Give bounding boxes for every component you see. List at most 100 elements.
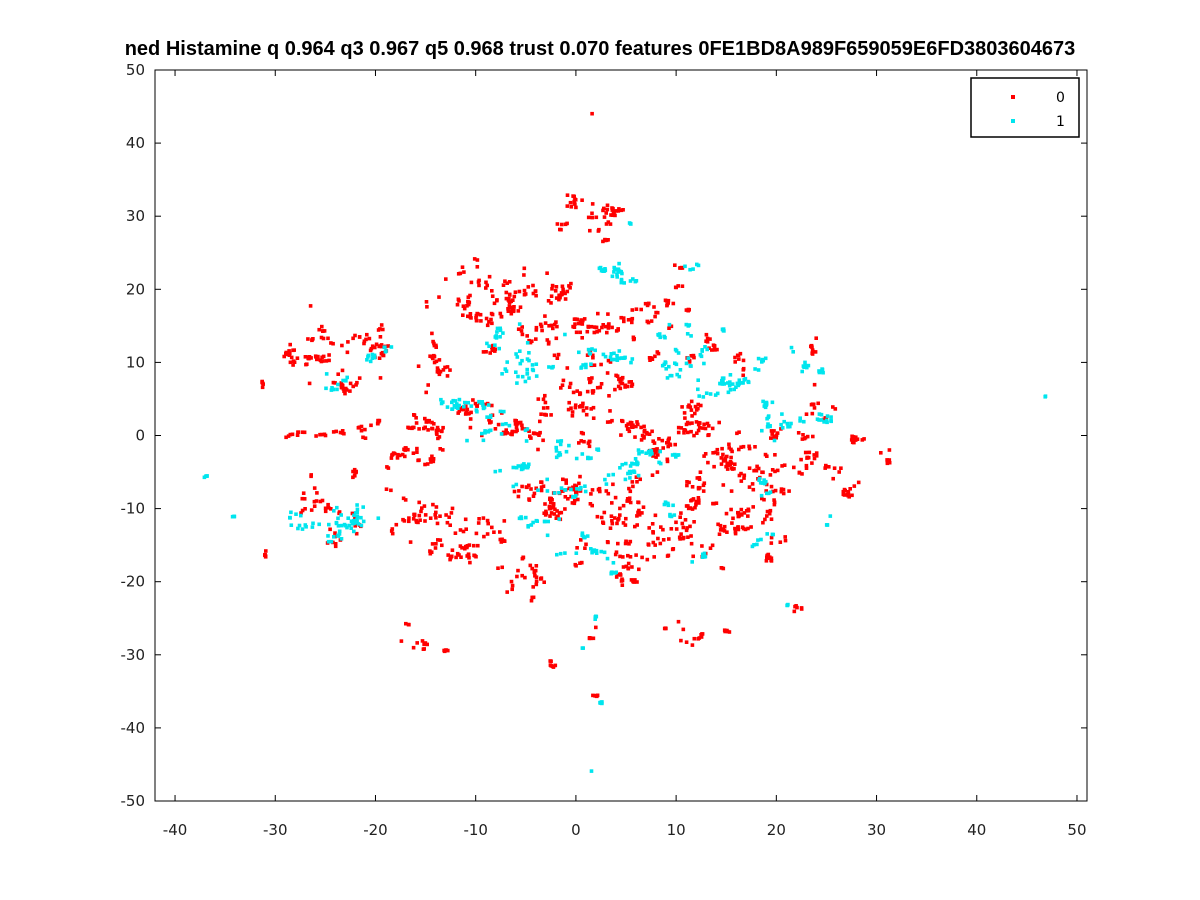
point-series-1 bbox=[619, 280, 624, 285]
point-series-0 bbox=[428, 516, 433, 520]
point-series-0 bbox=[779, 427, 783, 431]
point-series-0 bbox=[469, 410, 473, 415]
point-series-0 bbox=[344, 388, 349, 392]
point-series-1 bbox=[616, 267, 620, 271]
point-series-0 bbox=[827, 465, 831, 469]
point-series-0 bbox=[608, 526, 613, 530]
point-series-0 bbox=[700, 632, 704, 636]
point-series-0 bbox=[781, 491, 786, 496]
point-series-0 bbox=[630, 565, 634, 569]
point-series-0 bbox=[520, 484, 524, 489]
point-series-0 bbox=[580, 560, 584, 565]
point-series-0 bbox=[591, 693, 595, 698]
point-series-1 bbox=[672, 513, 677, 517]
point-series-0 bbox=[737, 357, 741, 361]
point-series-1 bbox=[600, 268, 604, 272]
point-series-0 bbox=[512, 489, 517, 494]
point-series-0 bbox=[560, 383, 565, 387]
point-series-0 bbox=[458, 528, 463, 532]
point-series-1 bbox=[554, 449, 559, 453]
point-series-1 bbox=[594, 614, 599, 619]
point-series-0 bbox=[721, 483, 726, 487]
point-series-1 bbox=[498, 335, 502, 339]
point-series-0 bbox=[674, 527, 679, 531]
point-series-1 bbox=[574, 551, 579, 555]
point-series-1 bbox=[465, 438, 469, 443]
point-series-0 bbox=[407, 519, 411, 524]
point-series-1 bbox=[366, 353, 371, 358]
point-series-0 bbox=[446, 553, 450, 557]
point-series-0 bbox=[769, 541, 774, 545]
point-series-0 bbox=[634, 307, 639, 311]
point-series-1 bbox=[545, 533, 550, 538]
point-series-1 bbox=[331, 387, 336, 392]
point-series-0 bbox=[605, 371, 610, 375]
point-series-0 bbox=[396, 452, 400, 457]
point-series-0 bbox=[569, 281, 573, 286]
point-series-0 bbox=[824, 416, 829, 420]
point-series-0 bbox=[604, 238, 609, 243]
point-series-0 bbox=[647, 432, 652, 436]
point-series-0 bbox=[449, 554, 454, 559]
point-series-0 bbox=[563, 507, 567, 511]
point-series-1 bbox=[499, 432, 504, 436]
point-series-0 bbox=[610, 518, 614, 523]
point-series-0 bbox=[618, 554, 622, 559]
point-series-1 bbox=[708, 392, 713, 396]
point-series-0 bbox=[485, 283, 489, 288]
point-series-0 bbox=[692, 433, 696, 438]
point-series-0 bbox=[747, 466, 752, 470]
point-series-0 bbox=[316, 354, 320, 359]
point-series-1 bbox=[518, 349, 522, 353]
point-series-0 bbox=[522, 273, 526, 277]
point-series-1 bbox=[615, 358, 620, 362]
point-series-1 bbox=[702, 361, 706, 366]
point-series-0 bbox=[445, 520, 450, 525]
point-series-1 bbox=[347, 523, 351, 528]
legend: 01 bbox=[970, 77, 1080, 138]
point-series-0 bbox=[765, 555, 769, 560]
point-series-0 bbox=[618, 506, 622, 511]
point-series-0 bbox=[322, 432, 327, 437]
point-series-0 bbox=[543, 502, 547, 506]
point-series-0 bbox=[580, 336, 584, 340]
point-series-1 bbox=[696, 378, 700, 382]
point-series-1 bbox=[514, 482, 519, 487]
point-series-1 bbox=[486, 403, 491, 407]
point-series-0 bbox=[578, 330, 582, 335]
point-series-1 bbox=[631, 277, 635, 281]
point-series-0 bbox=[616, 209, 621, 213]
point-series-0 bbox=[771, 489, 775, 494]
point-series-0 bbox=[417, 513, 422, 518]
point-series-0 bbox=[691, 554, 695, 559]
point-series-0 bbox=[630, 382, 635, 387]
point-series-0 bbox=[530, 566, 534, 571]
point-series-1 bbox=[715, 391, 720, 396]
point-series-0 bbox=[492, 530, 496, 534]
point-series-0 bbox=[705, 336, 710, 341]
point-series-1 bbox=[620, 271, 624, 276]
point-series-1 bbox=[736, 383, 741, 388]
point-series-0 bbox=[783, 535, 787, 539]
point-series-0 bbox=[769, 484, 774, 489]
point-series-1 bbox=[579, 485, 583, 490]
point-series-0 bbox=[673, 442, 677, 447]
point-series-1 bbox=[531, 520, 535, 525]
point-series-0 bbox=[684, 422, 689, 427]
point-series-1 bbox=[353, 511, 358, 515]
point-series-1 bbox=[545, 477, 549, 482]
point-series-1 bbox=[700, 348, 704, 352]
point-series-0 bbox=[518, 305, 523, 309]
point-series-0 bbox=[406, 447, 410, 452]
point-series-0 bbox=[582, 439, 586, 444]
point-series-0 bbox=[741, 358, 746, 363]
point-series-0 bbox=[647, 301, 651, 306]
point-series-0 bbox=[812, 406, 817, 410]
point-series-1 bbox=[594, 551, 599, 555]
point-series-0 bbox=[261, 382, 265, 386]
point-series-0 bbox=[637, 513, 642, 517]
point-series-0 bbox=[425, 642, 429, 647]
point-series-0 bbox=[378, 335, 383, 339]
point-series-0 bbox=[719, 462, 724, 466]
point-series-0 bbox=[610, 521, 615, 526]
